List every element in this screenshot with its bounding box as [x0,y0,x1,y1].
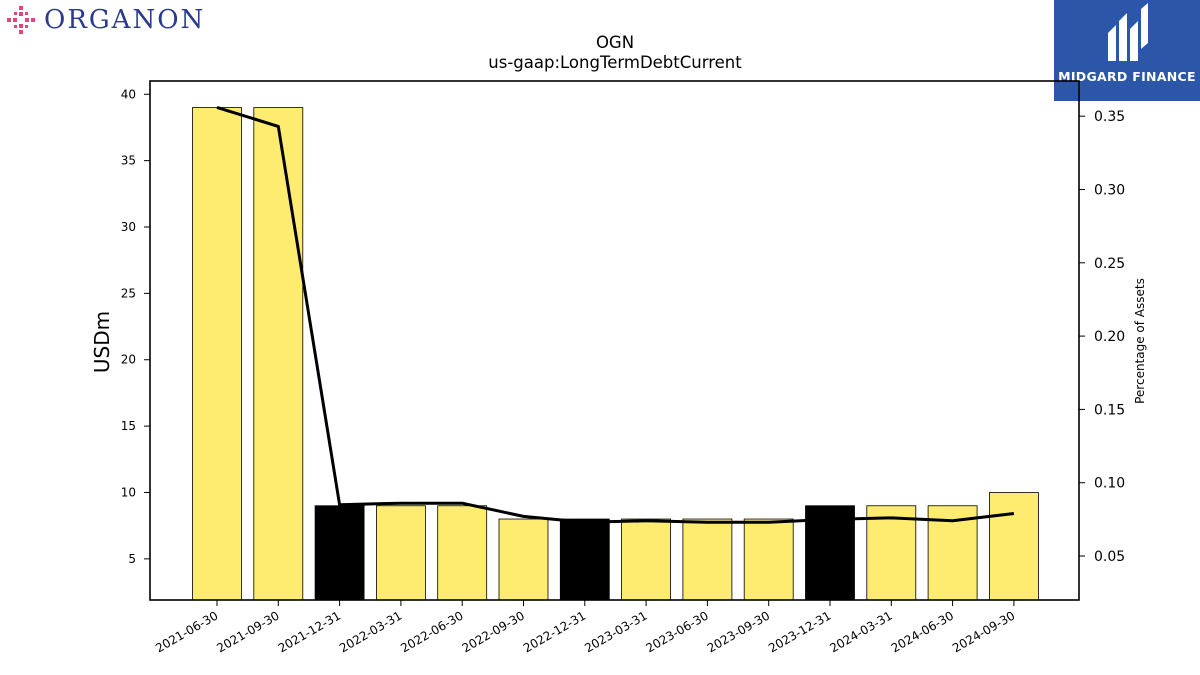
y-tick-label: 40 [121,87,136,101]
bar [805,505,855,601]
x-tick-label: 2022-06-30 [398,608,465,655]
y-axis-label: USDm [90,311,114,373]
bar [375,505,426,601]
chart-title: OGN [596,33,634,52]
x-tick-label: 2021-06-30 [153,608,220,655]
chart-subtitle: us-gaap:LongTermDebtCurrent [488,53,742,72]
bars-layer [192,107,1039,601]
line-layer [216,105,1015,524]
y-tick-label: 35 [121,154,136,168]
x-tick-label: 2024-06-30 [889,608,956,655]
organon-logo: ORGANON [4,4,205,36]
x-tick-label: 2021-09-30 [214,608,281,655]
bar [253,107,304,601]
x-tick-label: 2023-03-31 [582,608,649,655]
x-tick-label: 2021-12-31 [276,608,343,655]
x-tick-label: 2022-03-31 [337,608,404,655]
midgard-finance-logo: MIDGARD FINANCE [1054,0,1200,101]
y2-tick-label: 0.20 [1094,329,1125,345]
y-tick-label: 25 [121,286,136,300]
organon-logo-text: ORGANON [44,5,206,35]
x-tick-label: 2024-09-30 [950,608,1017,655]
x-tick-label: 2024-03-31 [827,608,894,655]
y2-axis: 0.05 0.10 0.15 0.20 0.25 0.30 0.35 [1079,109,1125,565]
bar [682,518,733,601]
bar [498,518,549,601]
bar [192,107,242,601]
y2-axis-label: Percentage of Assets [1133,278,1147,404]
series-line [216,105,1015,524]
y2-tick-label: 0.05 [1094,549,1125,565]
organon-logo-icon [7,6,35,34]
bar [437,505,488,601]
y2-tick-label: 0.10 [1094,476,1125,492]
bar [559,518,610,601]
midgard-logo-text: MIDGARD FINANCE [1058,69,1196,84]
y2-tick-label: 0.15 [1094,402,1125,418]
bar [314,505,365,601]
plot-frame [149,80,1080,601]
y2-tick-label: 0.25 [1094,256,1125,272]
bar [866,505,917,601]
bar [621,518,671,601]
x-tick-label: 2022-12-31 [521,608,588,655]
x-tick-label: 2023-12-31 [766,608,833,655]
midgard-logo-icon [1108,3,1148,61]
y-tick-label: 15 [121,419,136,433]
x-tick-label: 2023-09-30 [705,608,772,655]
y-tick-label: 30 [121,220,136,234]
y-axis: 5 10 15 20 25 30 35 40 [121,87,150,566]
y2-tick-label: 0.30 [1094,182,1125,198]
bar [989,492,1039,601]
bar [743,518,794,601]
y2-tick-label: 0.35 [1094,109,1125,125]
x-tick-label: 2022-09-30 [460,608,527,655]
y-tick-label: 10 [121,485,136,499]
x-axis: 2021-06-302021-09-302021-12-312022-03-31… [153,600,1017,655]
x-tick-label: 2023-06-30 [643,608,710,655]
y-tick-label: 20 [121,353,136,367]
y-tick-label: 5 [128,552,136,566]
